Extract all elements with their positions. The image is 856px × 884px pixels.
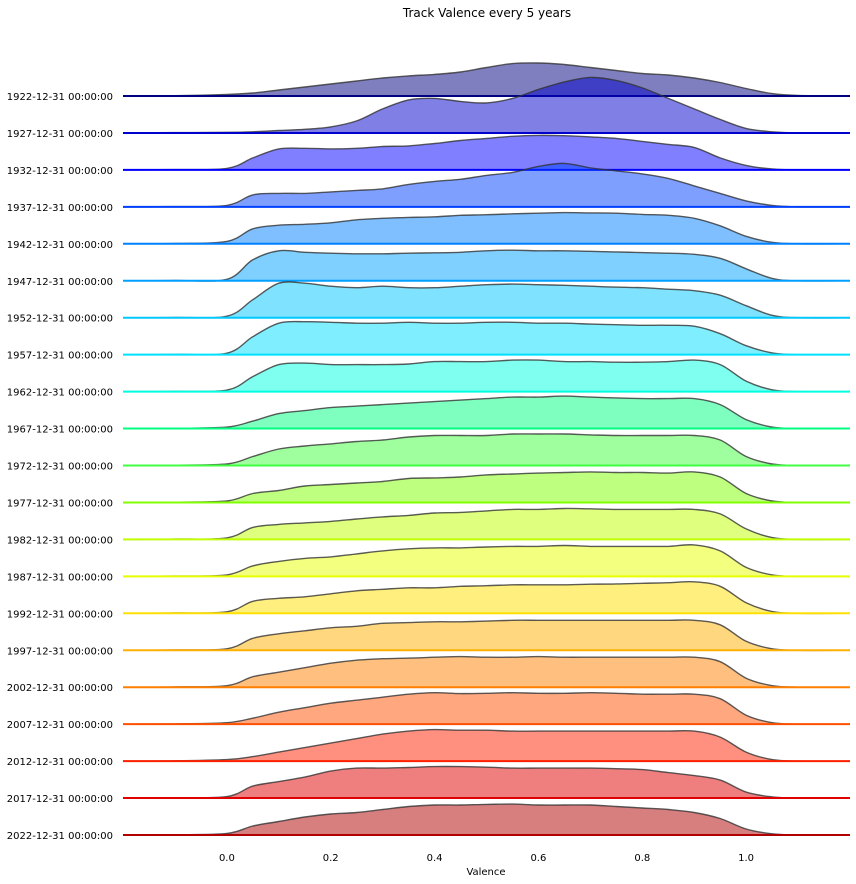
ridge-8	[122, 320, 851, 356]
ridge-outline	[122, 395, 851, 430]
ridge-area	[123, 729, 850, 762]
row-label: 1947-12-31 00:00:00	[7, 277, 113, 288]
ridge-area	[123, 281, 850, 318]
row-label: 1942-12-31 00:00:00	[7, 240, 113, 251]
ridge-area	[123, 396, 850, 429]
ridge-10	[122, 395, 851, 430]
ridge-outline	[122, 134, 851, 171]
ridge-7	[122, 281, 851, 319]
ridge-outline	[122, 62, 851, 97]
ridge-area	[123, 250, 850, 282]
x-axis-ticks: 0.0 0.2 0.4 0.6 0.8 1.0	[219, 853, 754, 864]
row-label: 1967-12-31 00:00:00	[7, 425, 113, 436]
ridge-area	[123, 433, 850, 466]
ridge-2	[122, 76, 851, 134]
ridge-area	[123, 804, 850, 836]
ridge-area	[123, 471, 850, 503]
ridge-11	[122, 433, 851, 467]
ridge-area	[123, 62, 850, 96]
ridge-area	[123, 581, 850, 614]
ridge-19	[122, 728, 851, 763]
ridge-20	[122, 765, 851, 800]
ridge-outline	[122, 359, 851, 393]
ridge-14	[122, 544, 851, 578]
ridge-15	[122, 580, 851, 615]
ridge-21	[122, 803, 851, 836]
row-label: 2017-12-31 00:00:00	[7, 794, 113, 805]
x-tick-label: 0.6	[530, 853, 546, 864]
ridge-5	[122, 211, 851, 245]
row-label: 1927-12-31 00:00:00	[7, 129, 113, 140]
row-label: 1977-12-31 00:00:00	[7, 498, 113, 509]
ridge-12	[122, 471, 851, 504]
ridge-area	[123, 656, 850, 688]
x-axis-label: Valence	[466, 867, 505, 878]
row-label: 1962-12-31 00:00:00	[7, 388, 113, 399]
ridge-area	[123, 766, 850, 799]
ridge-13	[122, 507, 851, 541]
ridge-area	[123, 544, 850, 577]
row-label: 1987-12-31 00:00:00	[7, 572, 113, 583]
ridge-area	[123, 321, 850, 355]
row-label: 1997-12-31 00:00:00	[7, 646, 113, 657]
row-label: 1972-12-31 00:00:00	[7, 462, 113, 473]
row-label: 2012-12-31 00:00:00	[7, 757, 113, 768]
ridge-17	[122, 655, 851, 689]
row-label: 1992-12-31 00:00:00	[7, 609, 113, 620]
ridge-outline	[122, 580, 851, 615]
x-tick-label: 0.0	[219, 853, 235, 864]
row-labels: 1922-12-31 00:00:00 1927-12-31 00:00:00 19…	[7, 92, 113, 842]
row-label: 1952-12-31 00:00:00	[7, 314, 113, 325]
row-label: 1982-12-31 00:00:00	[7, 535, 113, 546]
ridge-area	[123, 135, 850, 170]
ridge-9	[122, 359, 851, 393]
ridge-area	[123, 619, 850, 651]
row-label: 2002-12-31 00:00:00	[7, 683, 113, 694]
ridge-area	[123, 212, 850, 244]
ridge-outline	[122, 471, 851, 504]
row-label: 1937-12-31 00:00:00	[7, 203, 113, 214]
ridge-area	[123, 508, 850, 540]
ridge-outline	[122, 728, 851, 762]
ridge-outline	[122, 765, 851, 799]
ridges	[122, 62, 851, 836]
ridge-outline	[122, 281, 851, 319]
ridge-outline	[122, 619, 851, 652]
row-label: 1922-12-31 00:00:00	[7, 92, 113, 103]
x-tick-label: 0.2	[323, 853, 339, 864]
row-label: 2007-12-31 00:00:00	[7, 720, 113, 731]
ridge-outline	[122, 691, 851, 725]
x-tick-label: 0.8	[634, 853, 650, 864]
x-tick-label: 1.0	[738, 853, 754, 864]
row-label: 1957-12-31 00:00:00	[7, 351, 113, 362]
x-tick-label: 0.4	[427, 853, 443, 864]
ridge-outline	[122, 211, 851, 245]
ridge-outline	[122, 76, 851, 134]
ridge-outline	[122, 544, 851, 578]
ridge-outline	[122, 433, 851, 467]
ridge-6	[122, 249, 851, 282]
ridge-area	[123, 359, 850, 392]
ridge-outline	[122, 655, 851, 689]
ridge-18	[122, 691, 851, 726]
ridge-16	[122, 619, 851, 652]
row-label: 2022-12-31 00:00:00	[7, 831, 113, 842]
ridge-1	[122, 62, 851, 97]
ridge-outline	[122, 162, 851, 208]
row-label: 1932-12-31 00:00:00	[7, 166, 113, 177]
ridge-area	[123, 692, 850, 725]
ridge-4	[122, 162, 851, 208]
ridge-outline	[122, 507, 851, 541]
ridge-3	[122, 134, 851, 171]
ridge-area	[123, 77, 850, 133]
chart-title: Track Valence every 5 years	[402, 6, 571, 20]
ridge-outline	[122, 320, 851, 356]
ridge-outline	[122, 249, 851, 282]
ridge-outline	[122, 803, 851, 836]
ridge-area	[123, 163, 850, 207]
